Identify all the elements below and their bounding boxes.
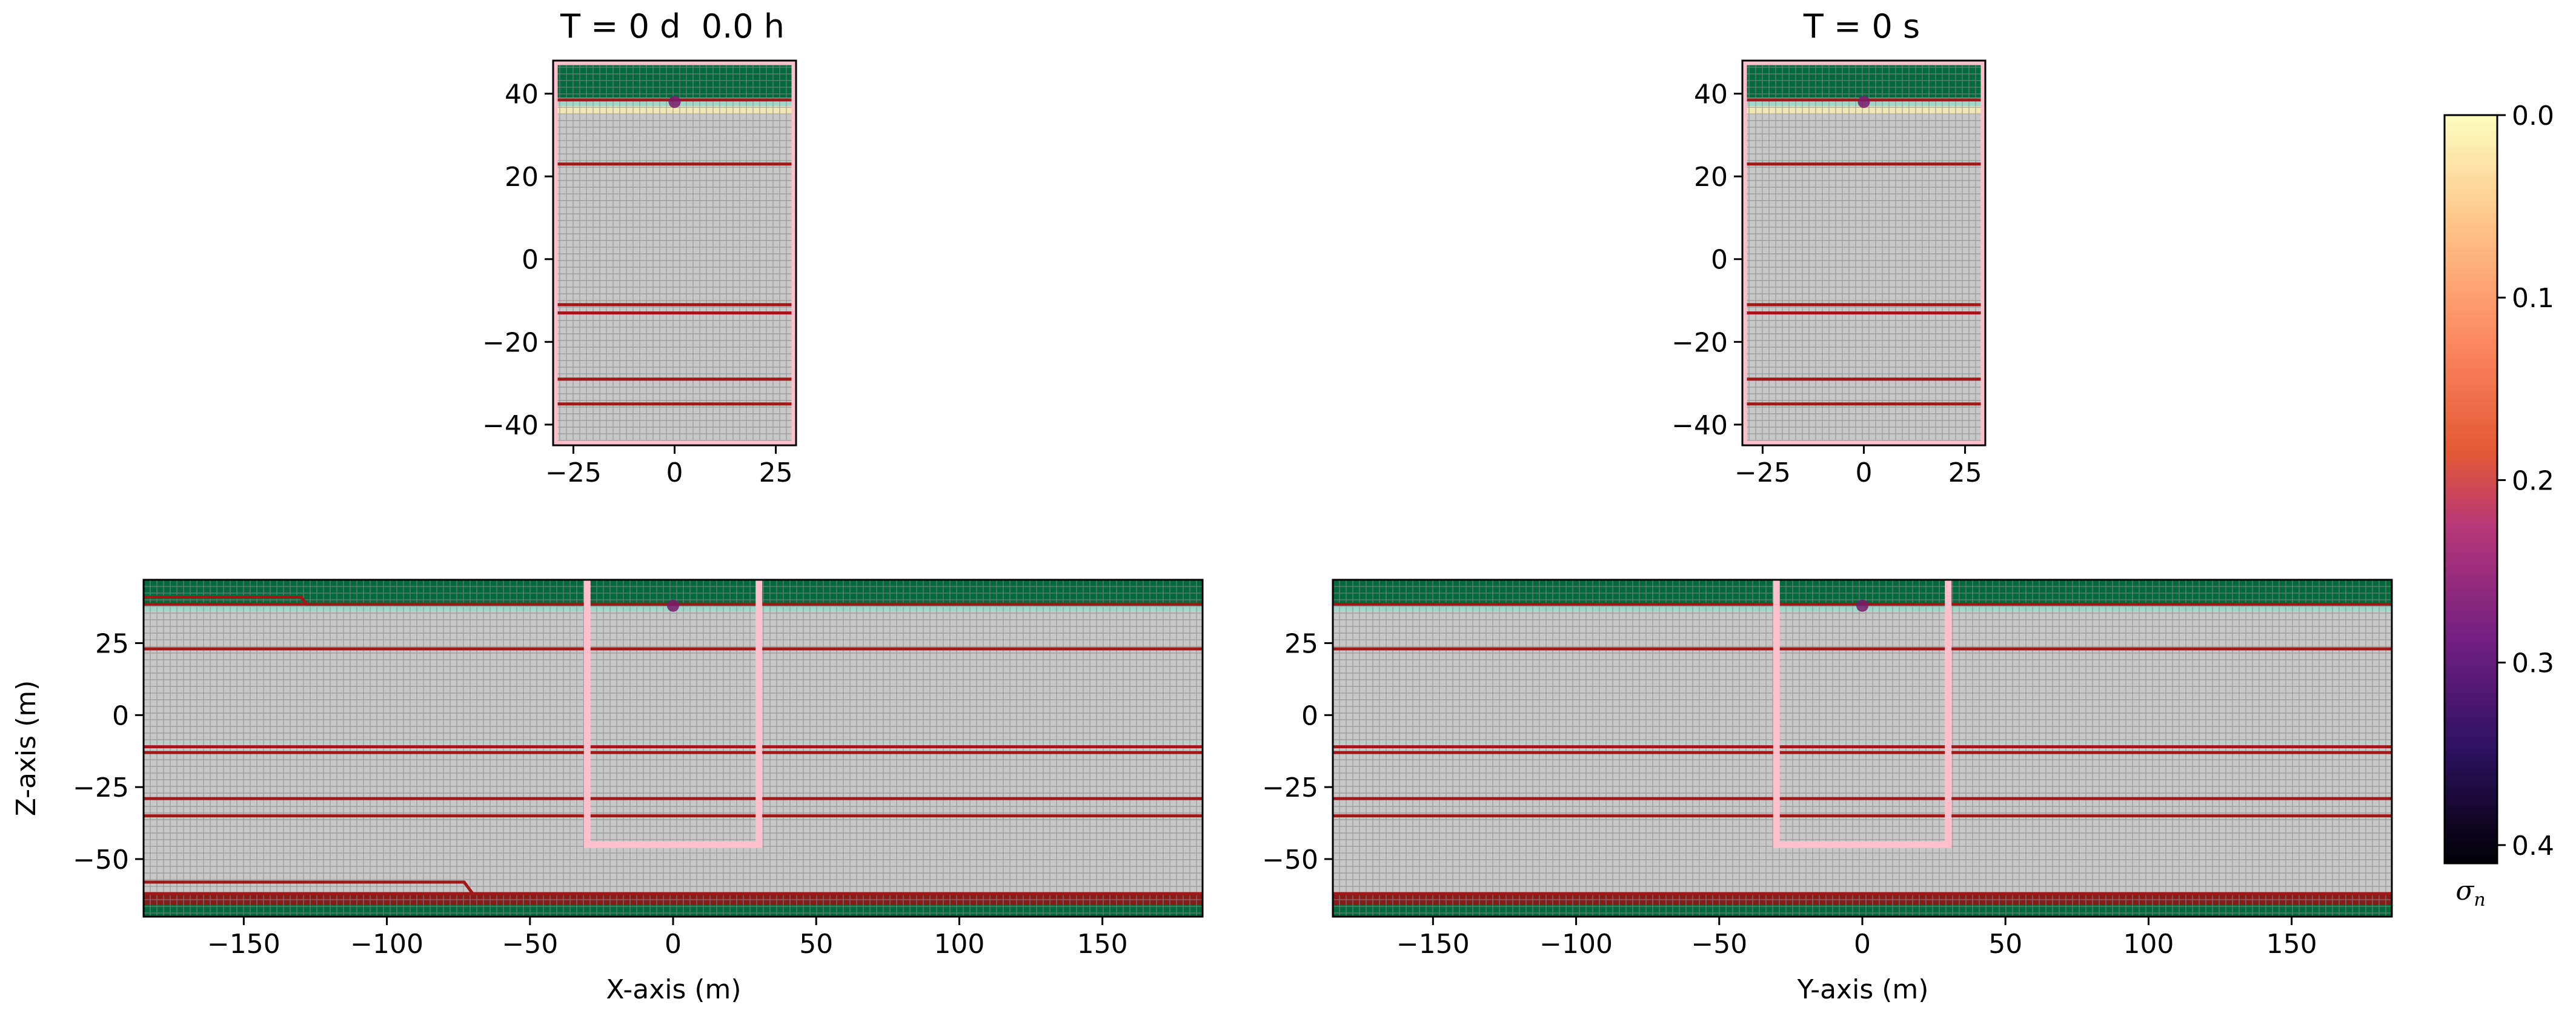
colorbar-gradient	[2443, 114, 2498, 865]
y-tick-label: −40	[1671, 410, 1728, 441]
x-tick-label: 0	[1854, 929, 1871, 960]
x-tick-label: −25	[1734, 457, 1791, 488]
x-tick-label: 25	[759, 457, 793, 488]
layer-3	[553, 114, 796, 445]
x-axis-label-bottom-left: X-axis (m)	[606, 974, 741, 1005]
layer-2	[1742, 106, 1985, 115]
inset-border	[1742, 61, 1985, 445]
colorbar-tick-label: 0.3	[2512, 648, 2554, 679]
x-tick-label: 50	[799, 929, 833, 960]
layer-4	[144, 905, 1203, 917]
x-tick-label: 25	[1948, 457, 1982, 488]
x-tick-label: 0	[665, 929, 682, 960]
y-axis-label-bottom-left: Z-axis (m)	[11, 680, 42, 817]
inset-region-outline	[583, 580, 763, 848]
y-tick-label: −25	[1262, 772, 1318, 803]
plot-bottom-left: −150 −100 −50 0 50 100 150 25 0 −25 −50	[73, 579, 1204, 960]
layer-0	[1333, 580, 2392, 603]
x-tick-label: −150	[207, 929, 281, 960]
y-tick-label: 40	[505, 79, 539, 110]
x-tick-label: 150	[2266, 929, 2317, 960]
y-tick-label: 0	[1711, 245, 1728, 276]
layer-0	[144, 580, 1203, 603]
colorbar-ticks: 0.0 0.1 0.2 0.3 0.4	[2497, 101, 2554, 862]
x-tick-label: −50	[1691, 929, 1747, 960]
y-tick-label: 0	[522, 245, 539, 276]
x-tick-label: −150	[1396, 929, 1470, 960]
plot-content	[1742, 61, 1985, 445]
x-tick-label: 100	[2123, 929, 2174, 960]
y-tick-label: 0	[112, 700, 129, 731]
colorbar-tick-label: 0.0	[2512, 101, 2554, 131]
y-tick-label: −50	[73, 845, 129, 875]
y-tick-label: 20	[1694, 162, 1728, 193]
y-tick-label: −50	[1262, 845, 1318, 875]
plot-content	[1333, 580, 2392, 917]
layer-3	[1742, 114, 1985, 445]
colorbar-tick-label: 0.4	[2512, 831, 2554, 862]
x-tick-label: 150	[1077, 929, 1128, 960]
x-tick-label: −100	[350, 929, 423, 960]
inset-region-outline	[1773, 580, 1952, 848]
colorbar: 0.0 0.1 0.2 0.3 0.4 σn	[2443, 101, 2554, 911]
source-marker	[667, 599, 679, 612]
y-tick-label: −20	[1671, 327, 1728, 358]
x-tick-label: 100	[934, 929, 984, 960]
colorbar-label: σn	[2455, 875, 2485, 911]
plot-bottom-right: −150 −100 −50 0 50 100 150 25 0 −25 −50	[1262, 579, 2393, 960]
fault-step-upper	[144, 596, 1203, 606]
plot-top-left: −25 0 25 40 20 0 −20 −40	[482, 59, 797, 488]
x-tick-label: 50	[1988, 929, 2022, 960]
panel-title-top-right: T = 0 s	[1803, 7, 1920, 45]
x-tick-label: 0	[666, 457, 683, 488]
plot-top-right: −25 0 25 40 20 0 −20 −40	[1671, 59, 1987, 488]
y-tick-label: 0	[1301, 700, 1318, 731]
colorbar-label-subscript: n	[2474, 889, 2485, 911]
inset-border	[553, 61, 796, 445]
x-tick-label: −25	[545, 457, 602, 488]
x-tick-label: −100	[1539, 929, 1613, 960]
layer-4	[1333, 905, 2392, 917]
y-tick-label: −25	[73, 772, 129, 803]
plot-content	[553, 61, 796, 445]
panel-title-top-left: T = 0 d 0.0 h	[560, 7, 785, 45]
source-marker	[1857, 96, 1870, 108]
x-tick-label: −50	[502, 929, 558, 960]
layer-0	[1742, 64, 1985, 98]
layer-2	[553, 106, 796, 115]
x-axis-label-bottom-right: Y-axis (m)	[1797, 974, 1929, 1005]
source-marker	[1856, 599, 1868, 612]
fault-step-lower	[144, 880, 1103, 895]
colorbar-tick-label: 0.2	[2512, 465, 2554, 496]
y-tick-label: 25	[1284, 629, 1318, 660]
source-marker	[668, 96, 681, 108]
y-tick-label: 20	[505, 162, 539, 193]
y-tick-label: −40	[482, 410, 539, 441]
plot-content	[144, 580, 1203, 917]
y-tick-label: −20	[482, 327, 539, 358]
layer-0	[553, 64, 796, 98]
colorbar-label-sigma: σ	[2455, 875, 2475, 906]
y-tick-label: 40	[1694, 79, 1728, 110]
colorbar-tick-label: 0.1	[2512, 283, 2554, 314]
x-tick-label: 0	[1856, 457, 1873, 488]
y-tick-label: 25	[95, 629, 129, 660]
